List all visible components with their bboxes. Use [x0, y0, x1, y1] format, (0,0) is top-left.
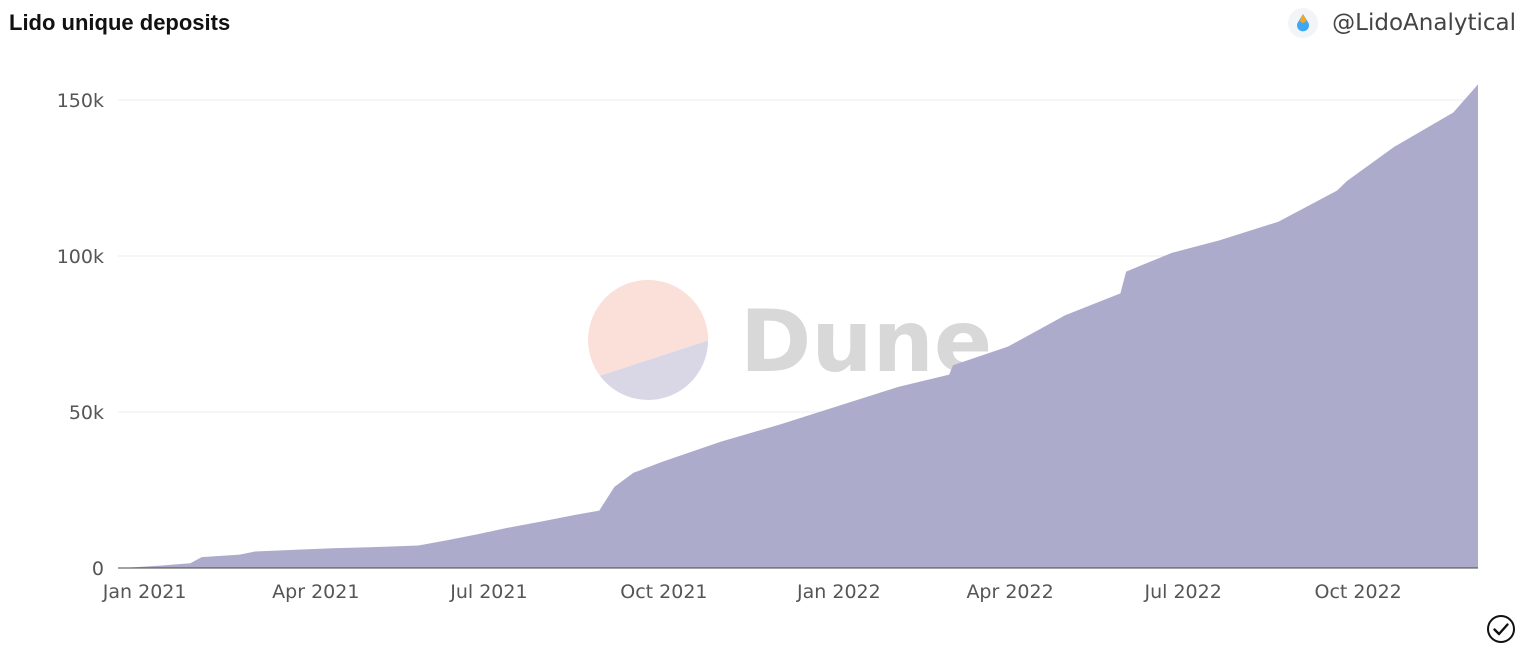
checkmark-icon[interactable] [1486, 614, 1516, 644]
x-tick-label: Oct 2021 [620, 581, 707, 603]
author-name[interactable]: @LidoAnalytical [1332, 10, 1516, 36]
y-tick-label: 0 [92, 558, 104, 580]
y-tick-label: 50k [69, 402, 104, 424]
author-attribution[interactable]: @LidoAnalytical [1288, 8, 1516, 38]
series-area [118, 84, 1478, 569]
x-tick-label: Jul 2022 [1144, 581, 1222, 603]
x-tick-label: Jan 2021 [102, 581, 187, 603]
y-tick-label: 150k [57, 90, 104, 112]
x-tick-label: Jul 2021 [449, 581, 527, 603]
x-tick-label: Apr 2022 [966, 581, 1053, 603]
watermark-logo-top [588, 279, 709, 376]
x-tick-labels: Jan 2021 Apr 2021 Jul 2021 Oct 2021 Jan 2022… [102, 581, 1402, 603]
chart-title: Lido unique deposits [9, 10, 231, 35]
y-tick-label: 100k [57, 246, 104, 268]
x-tick-label: Jan 2022 [796, 581, 881, 603]
lido-drop-icon [1288, 8, 1319, 38]
y-tick-labels: 0 50k 100k 150k [57, 90, 104, 580]
watermark-logo-bottom [599, 340, 709, 400]
x-tick-label: Oct 2022 [1315, 581, 1402, 603]
x-tick-label: Apr 2021 [272, 581, 359, 603]
